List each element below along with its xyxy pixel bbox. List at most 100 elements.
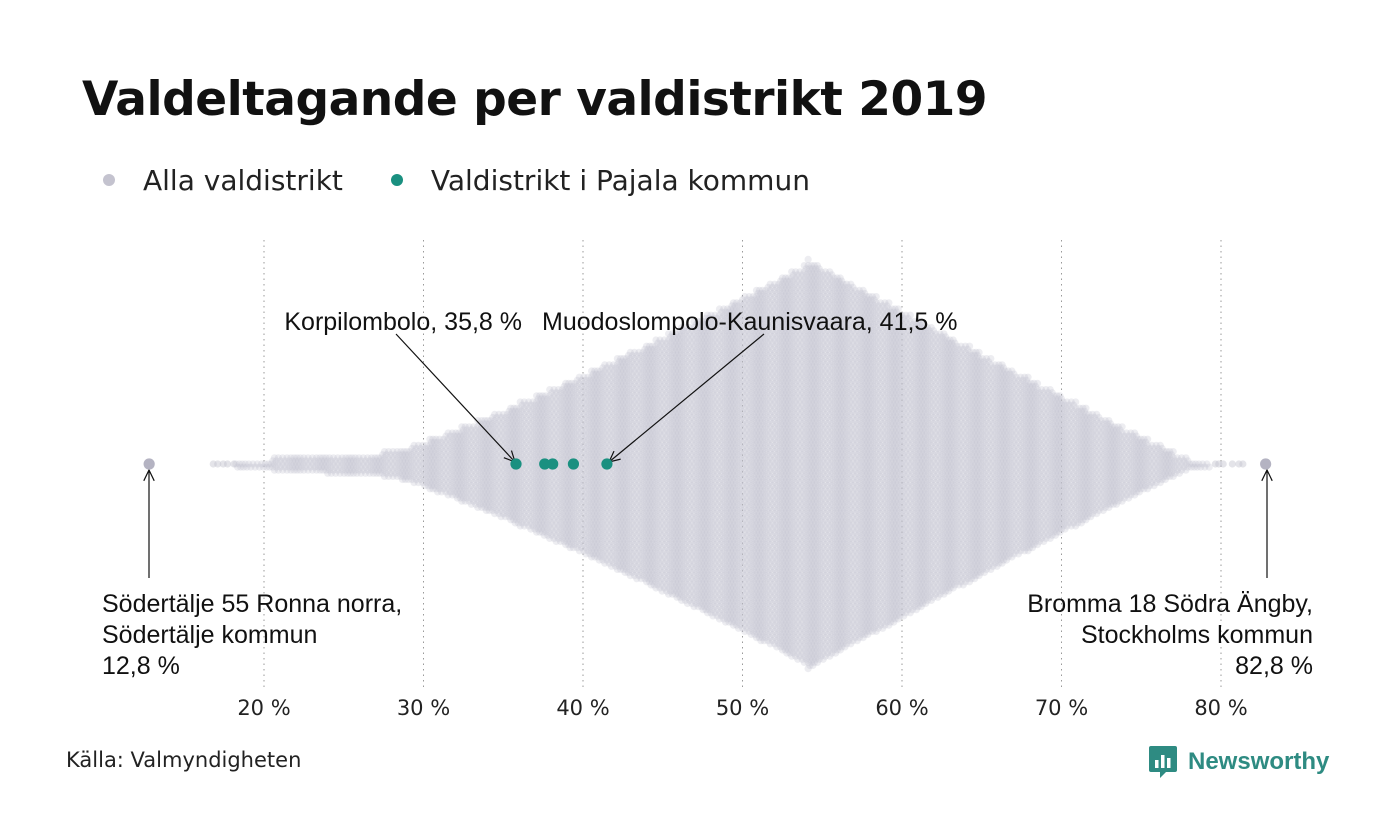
swarm-all-districts <box>209 255 1247 673</box>
district-point <box>380 472 389 480</box>
district-point <box>342 454 350 462</box>
district-point <box>395 451 403 459</box>
district-point <box>400 460 408 468</box>
district-point <box>444 460 452 468</box>
district-point <box>304 454 312 462</box>
district-point <box>414 472 422 480</box>
district-point <box>435 435 444 443</box>
district-point <box>261 460 269 468</box>
district-point <box>351 454 359 462</box>
district-point <box>424 482 432 490</box>
district-point <box>404 463 413 471</box>
legend-swatch-all-districts <box>103 174 115 186</box>
district-point <box>377 460 385 468</box>
district-point <box>416 475 425 484</box>
district-point <box>304 460 312 468</box>
district-point <box>346 463 355 471</box>
district-point <box>316 454 324 462</box>
district-point <box>312 460 321 468</box>
district-point <box>382 451 391 459</box>
district-point <box>287 460 295 468</box>
district-point <box>400 454 408 462</box>
district-point <box>379 469 387 477</box>
district-point <box>442 432 450 440</box>
district-point <box>393 448 401 456</box>
district-point <box>448 485 456 493</box>
district-point <box>401 463 410 471</box>
district-point <box>340 463 348 471</box>
district-point <box>429 466 437 474</box>
district-point <box>361 457 370 465</box>
district-point <box>429 448 437 456</box>
district-point <box>410 466 418 474</box>
district-point <box>327 463 335 471</box>
district-point <box>434 444 442 453</box>
district-point <box>440 435 448 443</box>
legend-label-pajala-districts: Valdistrikt i Pajala kommun <box>430 163 810 197</box>
district-point <box>448 491 456 499</box>
district-point <box>320 457 329 465</box>
district-point <box>404 469 413 477</box>
district-point <box>380 454 389 462</box>
district-point <box>287 454 295 462</box>
district-point <box>351 460 359 468</box>
district-point <box>450 457 458 465</box>
district-point <box>408 475 416 484</box>
district-point <box>342 460 350 468</box>
district-point <box>426 435 434 443</box>
district-point <box>444 435 452 443</box>
district-point <box>421 444 429 453</box>
district-point <box>412 463 420 471</box>
district-point <box>374 460 382 468</box>
district-point <box>294 463 303 471</box>
district-point <box>423 441 431 449</box>
district-point <box>379 451 387 459</box>
district-point <box>279 454 287 462</box>
district-point <box>234 463 242 471</box>
district-point <box>391 469 399 477</box>
district-point <box>412 457 420 465</box>
district-point <box>361 463 370 471</box>
district-point <box>368 460 376 468</box>
district-point <box>440 479 448 487</box>
district-point <box>317 457 326 465</box>
district-point <box>269 463 277 471</box>
district-point <box>322 466 330 474</box>
district-point <box>308 460 317 468</box>
district-point <box>419 460 427 468</box>
district-point <box>452 460 460 468</box>
chart-title: Valdeltagande per valdistrikt 2019 <box>82 72 988 127</box>
district-point <box>414 454 422 462</box>
district-point <box>427 482 436 490</box>
district-point <box>237 463 245 471</box>
district-point <box>427 451 436 459</box>
district-point <box>285 457 293 465</box>
district-point <box>440 485 448 493</box>
district-point <box>423 454 431 462</box>
district-point <box>298 463 306 471</box>
district-point <box>219 460 227 468</box>
district-point <box>397 460 405 468</box>
district-point <box>432 435 440 443</box>
district-point <box>285 463 293 471</box>
district-point <box>430 475 438 484</box>
district-point <box>384 454 393 462</box>
district-point <box>364 460 372 468</box>
district-point <box>346 457 355 465</box>
district-point <box>270 460 279 468</box>
district-point <box>410 472 418 480</box>
district-point <box>357 463 365 471</box>
district-point <box>446 475 454 484</box>
district-point <box>452 454 460 462</box>
district-point <box>281 457 289 465</box>
district-point <box>395 463 403 471</box>
district-point <box>429 479 437 487</box>
district-point <box>384 460 393 468</box>
district-point <box>414 479 422 487</box>
district-point <box>398 469 407 477</box>
district-point <box>375 457 384 465</box>
district-point <box>453 438 461 446</box>
district-point <box>379 463 387 471</box>
district-point <box>435 472 444 480</box>
district-point <box>316 466 324 474</box>
